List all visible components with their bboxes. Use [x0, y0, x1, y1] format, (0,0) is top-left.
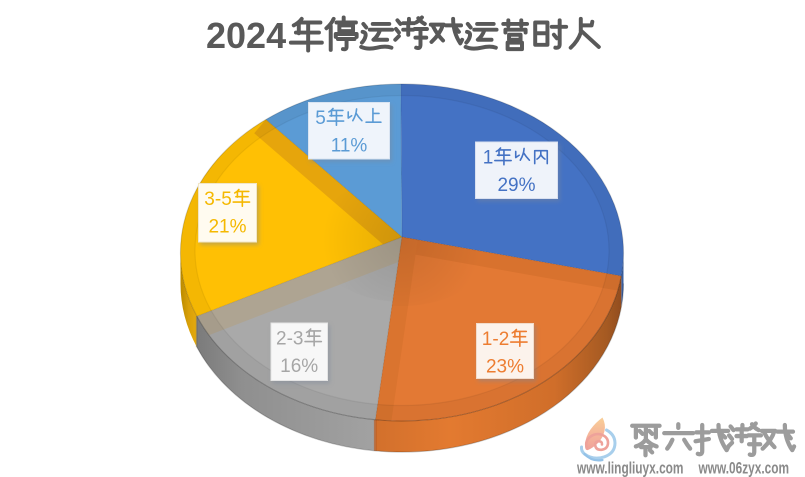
- svg-text:5: 5: [315, 108, 326, 129]
- svg-text:21%: 21%: [208, 217, 246, 238]
- svg-text:16%: 16%: [280, 356, 318, 377]
- svg-text:29%: 29%: [497, 175, 535, 196]
- svg-text:11%: 11%: [331, 136, 368, 157]
- svg-text:www.06zyx.com: www.06zyx.com: [698, 460, 789, 477]
- svg-text:1: 1: [483, 148, 494, 169]
- svg-text:3-5: 3-5: [204, 189, 231, 210]
- svg-text:2-3: 2-3: [276, 329, 303, 350]
- svg-text:2024: 2024: [206, 15, 286, 56]
- svg-text:1-2: 1-2: [482, 329, 509, 350]
- svg-text:23%: 23%: [486, 357, 524, 378]
- svg-text:www.lingliuyx.com: www.lingliuyx.com: [576, 460, 683, 477]
